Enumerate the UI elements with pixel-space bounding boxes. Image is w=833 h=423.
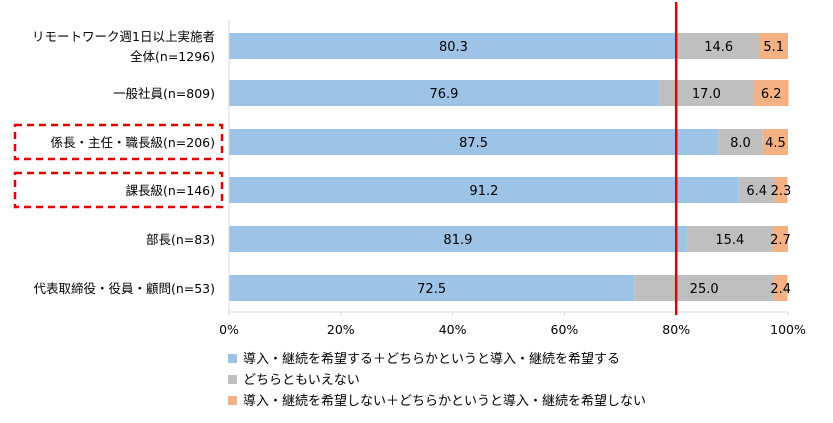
data-label: 76.9 — [429, 87, 458, 102]
data-label: 4.5 — [765, 136, 786, 151]
tick-label: 40% — [439, 322, 467, 337]
bar-segment — [718, 129, 763, 155]
data-labels: 80.3 14.6 5.1 76.9 17.0 6.2 87.5 8.0 4.5 91.2 6.4 2… — [417, 40, 791, 297]
legend-label: どちらともいえない — [243, 373, 360, 388]
bar-segment — [658, 80, 754, 106]
category-label: 課長級(n=146) — [125, 183, 215, 198]
bar-segment — [229, 129, 719, 155]
bars — [229, 33, 789, 301]
data-label: 72.5 — [417, 282, 446, 297]
tick-label: 80% — [662, 322, 690, 337]
data-label: 6.2 — [761, 87, 782, 102]
bar-segment — [759, 33, 788, 59]
data-label: 81.9 — [443, 233, 472, 248]
legend-label: 導入・継続を希望する＋どちらかというと導入・継続を希望する — [243, 351, 620, 367]
bar-segment — [738, 177, 775, 203]
tick-label: 60% — [551, 322, 579, 337]
tick-label: 0% — [219, 322, 239, 337]
x-axis: 0% 20% 40% 60% 80% 100% — [219, 20, 806, 337]
bar-segment — [774, 275, 788, 301]
bar-segment — [229, 275, 635, 301]
bar-segment — [762, 129, 788, 155]
bar-segment — [774, 177, 788, 203]
category-label: 係長・主任・職長級(n=206) — [50, 135, 215, 150]
bar-segment — [634, 275, 775, 301]
category-label: リモートワーク週1日以上実施者全体(n=1296) — [32, 29, 215, 64]
data-label: 25.0 — [690, 282, 719, 297]
legend-swatch — [228, 396, 237, 405]
bar-segment — [686, 226, 773, 252]
legend-label: 導入・継続を希望しない＋どちらかというと導入・継続を希望しない — [243, 393, 646, 409]
bar-segment — [753, 80, 789, 106]
legend-swatch — [228, 375, 237, 384]
legend-swatch — [228, 354, 237, 363]
data-label: 2.4 — [770, 282, 791, 297]
bar-segment — [229, 177, 739, 203]
data-label: 15.4 — [715, 233, 744, 248]
data-label: 2.3 — [771, 184, 792, 199]
bar-segment — [772, 226, 788, 252]
data-label: 8.0 — [730, 136, 751, 151]
data-label: 91.2 — [469, 184, 498, 199]
tick-label: 20% — [327, 322, 355, 337]
category-label: 一般社員(n=809) — [113, 86, 215, 101]
bar-segment — [229, 33, 678, 59]
data-label: 5.1 — [763, 40, 784, 55]
category-labels: リモートワーク週1日以上実施者全体(n=1296) 一般社員(n=809) 係長・主… — [32, 29, 215, 296]
data-label: 87.5 — [459, 136, 488, 151]
tick-label: 100% — [770, 322, 806, 337]
data-label: 6.4 — [746, 184, 767, 199]
data-label: 80.3 — [439, 40, 468, 55]
bar-segment — [229, 80, 659, 106]
bar-segment — [677, 33, 760, 59]
data-label: 17.0 — [692, 87, 721, 102]
legend: 導入・継続を希望する＋どちらかというと導入・継続を希望するどちらともいえない導入… — [228, 351, 646, 409]
data-label: 14.6 — [704, 40, 733, 55]
category-label: 代表取締役・役員・顧問(n=53) — [33, 281, 215, 296]
data-label: 2.7 — [770, 233, 791, 248]
category-label: 部長(n=83) — [146, 232, 215, 247]
bar-segment — [229, 226, 687, 252]
